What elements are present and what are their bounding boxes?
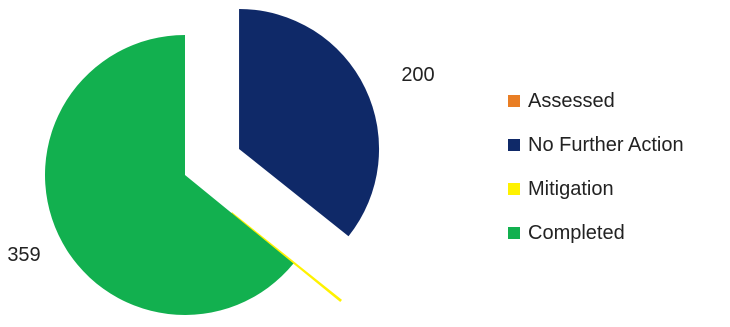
- legend-item-no-further-action: No Further Action: [508, 134, 684, 156]
- pie-slice-no-further-action: [239, 8, 380, 237]
- legend-label-completed: Completed: [528, 221, 625, 244]
- legend-item-completed: Completed: [508, 222, 684, 244]
- legend-label-no-further-action: No Further Action: [528, 133, 684, 156]
- legend-label-mitigation: Mitigation: [528, 177, 614, 200]
- legend-item-mitigation: Mitigation: [508, 178, 684, 200]
- legend-swatch-completed: [508, 227, 520, 239]
- legend-swatch-no-further-action: [508, 139, 520, 151]
- legend-item-assessed: Assessed: [508, 90, 684, 112]
- pie-slice-mitigation: [231, 212, 343, 303]
- pie-slice-completed: [44, 35, 294, 316]
- legend-swatch-assessed: [508, 95, 520, 107]
- data-label-completed: 359: [7, 244, 40, 266]
- legend-label-assessed: Assessed: [528, 89, 615, 112]
- data-label-no-further-action: 200: [401, 64, 434, 86]
- legend-swatch-mitigation: [508, 183, 520, 195]
- legend: Assessed No Further Action Mitigation Co…: [508, 90, 684, 266]
